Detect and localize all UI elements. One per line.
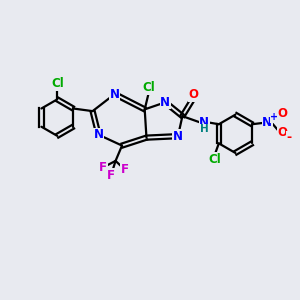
Text: N: N [173, 130, 183, 143]
Text: N: N [199, 116, 209, 129]
Text: Cl: Cl [51, 77, 64, 90]
Text: F: F [99, 161, 107, 174]
Text: N: N [110, 88, 120, 100]
Text: +: + [270, 112, 278, 122]
Text: F: F [107, 169, 115, 182]
Text: O: O [278, 126, 288, 139]
Text: Cl: Cl [208, 153, 221, 166]
Text: H: H [200, 124, 208, 134]
Text: F: F [121, 163, 129, 176]
Text: O: O [189, 88, 199, 101]
Text: N: N [94, 128, 103, 141]
Text: Cl: Cl [143, 81, 155, 94]
Text: -: - [286, 131, 292, 144]
Text: N: N [262, 116, 272, 129]
Text: N: N [160, 96, 170, 109]
Text: O: O [278, 107, 288, 120]
